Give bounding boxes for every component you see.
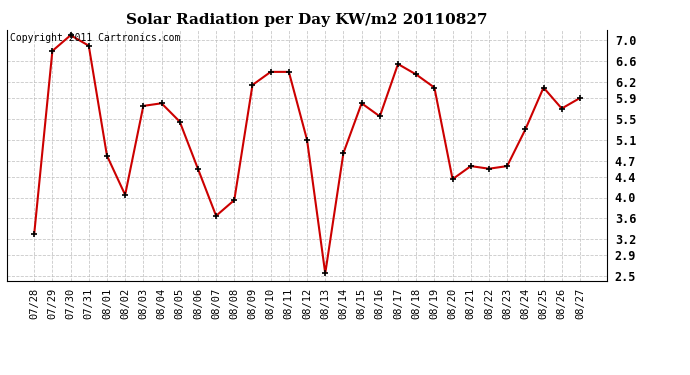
Text: Copyright 2011 Cartronics.com: Copyright 2011 Cartronics.com [10, 33, 180, 42]
Title: Solar Radiation per Day KW/m2 20110827: Solar Radiation per Day KW/m2 20110827 [126, 13, 488, 27]
